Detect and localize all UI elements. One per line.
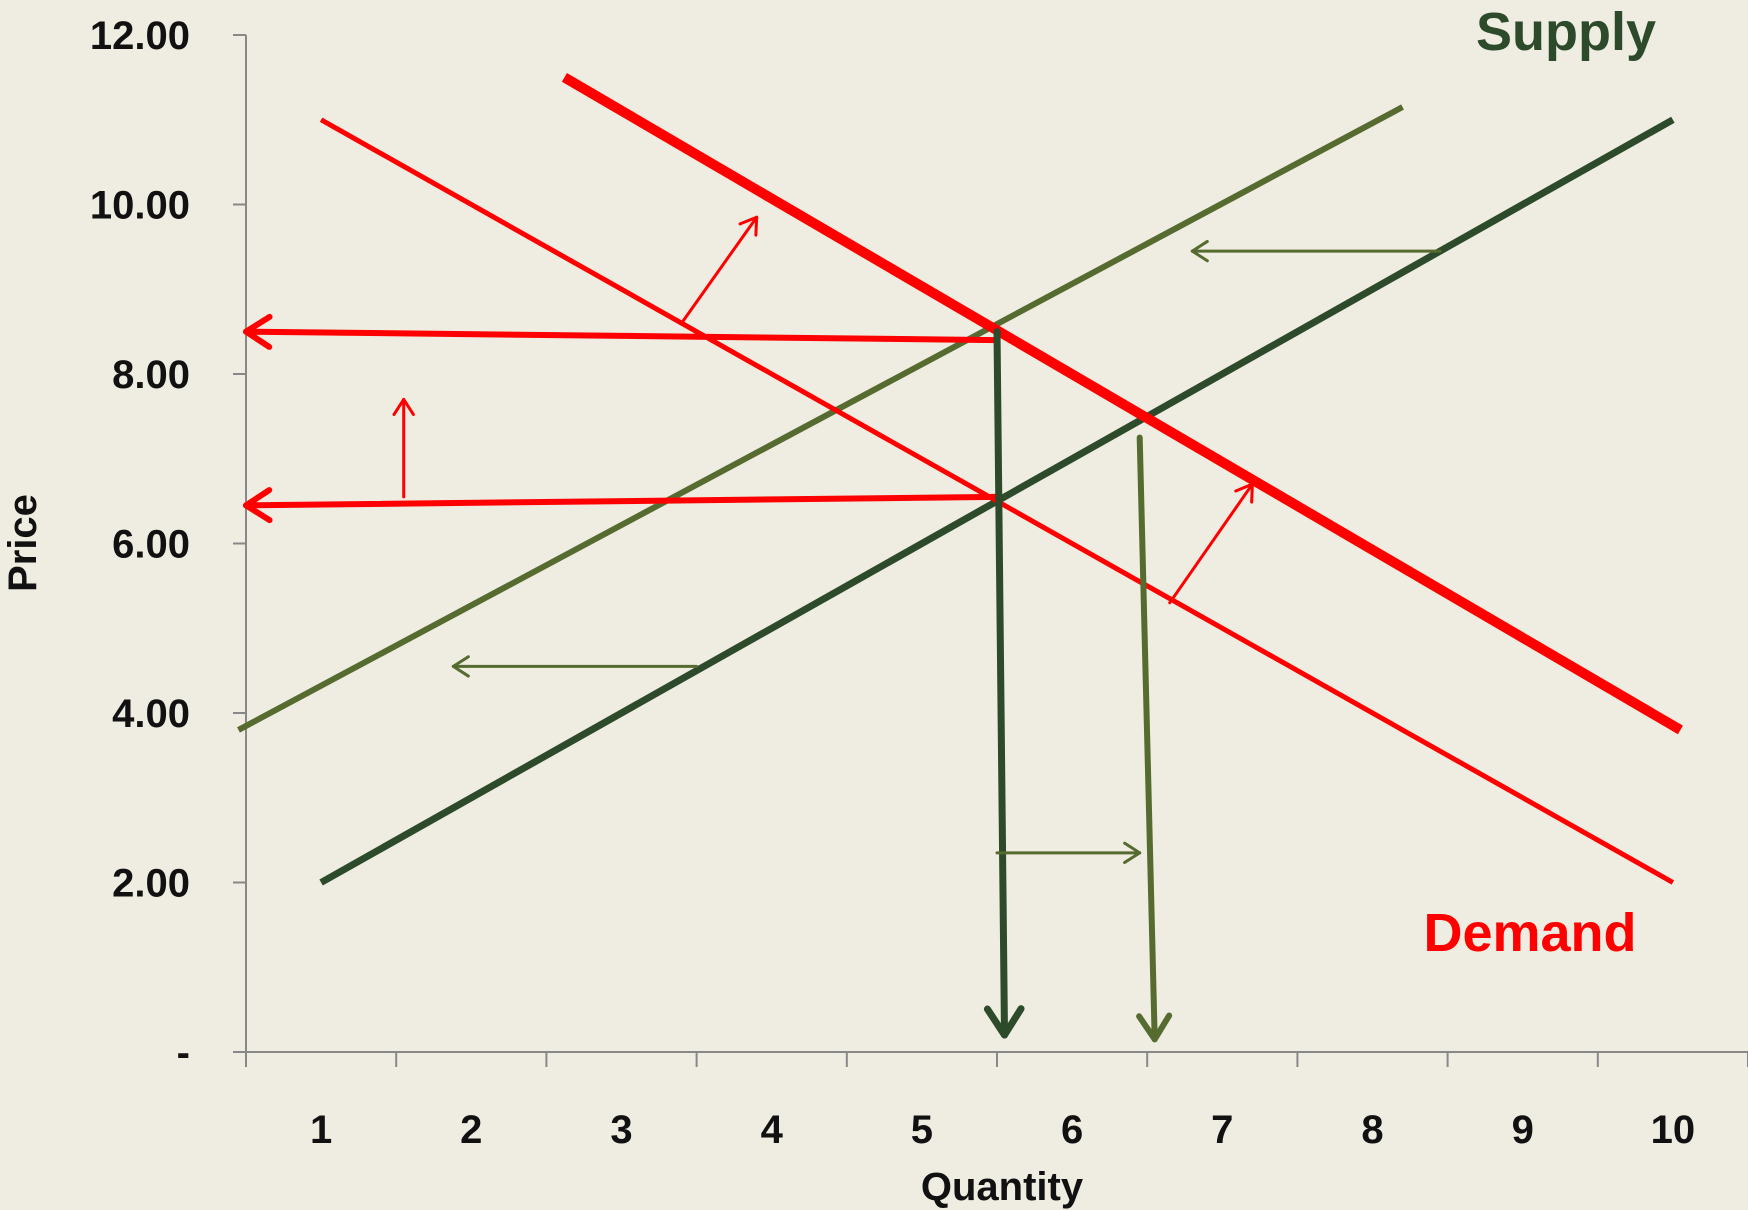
demand-shifted-line	[561, 73, 1683, 735]
shift-arrow	[1168, 482, 1254, 605]
price-arrow	[243, 487, 1000, 524]
x-tick-label: 7	[1211, 1108, 1233, 1152]
quantity-arrow-shaft	[1136, 434, 1158, 1043]
quantity-arrow-head	[983, 1005, 1025, 1039]
shift-arrow-head	[392, 397, 415, 416]
shift-arrow	[995, 841, 1142, 865]
shift-arrow	[392, 397, 415, 499]
y-axis-title: Price	[1, 494, 45, 592]
x-tick-label: 10	[1651, 1108, 1696, 1152]
quantity-arrow-head	[1136, 1012, 1173, 1043]
y-tick-label: 8.00	[112, 353, 190, 397]
annotation-layer	[243, 215, 1442, 1043]
y-tick-label: -	[177, 1031, 190, 1075]
shift-arrow-shaft	[1168, 482, 1254, 605]
shift-arrow-head	[1123, 841, 1142, 865]
price-arrow-head	[243, 487, 273, 524]
y-tick-label: 6.00	[112, 523, 190, 567]
price-arrow-shaft	[243, 493, 1000, 509]
x-ticks: 1 2 3 4 5 6 7 8 9 10	[245, 1052, 1748, 1152]
shift-arrow	[451, 655, 699, 678]
quantity-arrow	[1136, 434, 1173, 1043]
series-layer	[237, 73, 1683, 886]
x-tick-label: 2	[460, 1108, 482, 1152]
shift-arrow-head	[1234, 482, 1254, 504]
price-arrow-shaft	[243, 328, 1000, 344]
x-tick-label: 6	[1061, 1108, 1083, 1152]
axes: - 2.00 4.00 6.00 8.00 10.00 12.00 1 2 3 4 5 6 7 8 9 10	[90, 14, 1748, 1152]
y-tick-label: 4.00	[112, 692, 190, 736]
price-arrow	[243, 313, 1000, 350]
quantity-arrow	[983, 328, 1025, 1039]
y-tick-label: 10.00	[90, 184, 190, 228]
x-tick-label: 1	[310, 1108, 332, 1152]
shift-arrow-head	[451, 655, 470, 678]
x-tick-label: 8	[1361, 1108, 1383, 1152]
price-arrow-head	[243, 313, 273, 350]
demand-label: Demand	[1423, 903, 1636, 963]
y-ticks: - 2.00 4.00 6.00 8.00 10.00 12.00	[90, 14, 246, 1075]
quantity-arrow-shaft	[993, 328, 1009, 1039]
x-tick-label: 3	[610, 1108, 632, 1152]
x-tick-label: 5	[911, 1108, 933, 1152]
supply-label: Supply	[1476, 2, 1656, 62]
shift-arrow-head	[1190, 239, 1209, 263]
x-tick-label: 4	[761, 1108, 784, 1152]
shift-arrow	[680, 215, 759, 325]
x-axis-title: Quantity	[921, 1165, 1084, 1209]
y-tick-label: 2.00	[112, 862, 190, 906]
shift-arrow-shaft	[680, 215, 759, 325]
shift-arrow	[1190, 239, 1442, 263]
shift-arrow-head	[738, 215, 759, 237]
x-tick-label: 9	[1512, 1108, 1534, 1152]
y-tick-label: 12.00	[90, 14, 190, 58]
supply-shifted-line	[237, 104, 1404, 733]
